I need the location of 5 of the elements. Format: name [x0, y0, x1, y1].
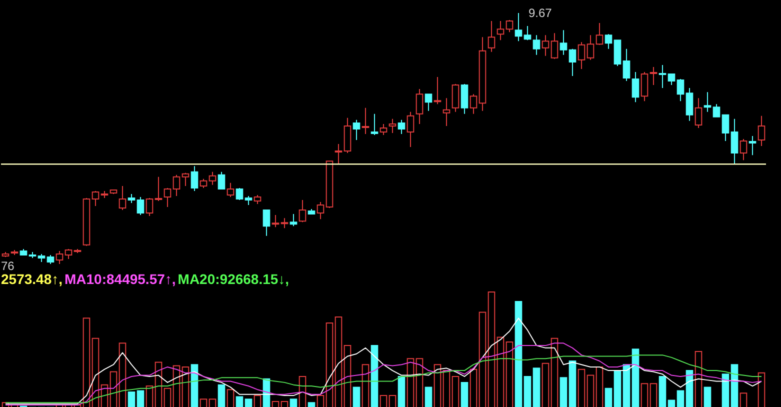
text: MA10:84495.57↑, [64, 271, 176, 287]
text: MA20:92668.15↓, [178, 271, 290, 287]
annotation: 9.67 [528, 6, 552, 20]
annotation: 76 [1, 259, 15, 273]
text: 2573.48↑, [1, 271, 62, 287]
